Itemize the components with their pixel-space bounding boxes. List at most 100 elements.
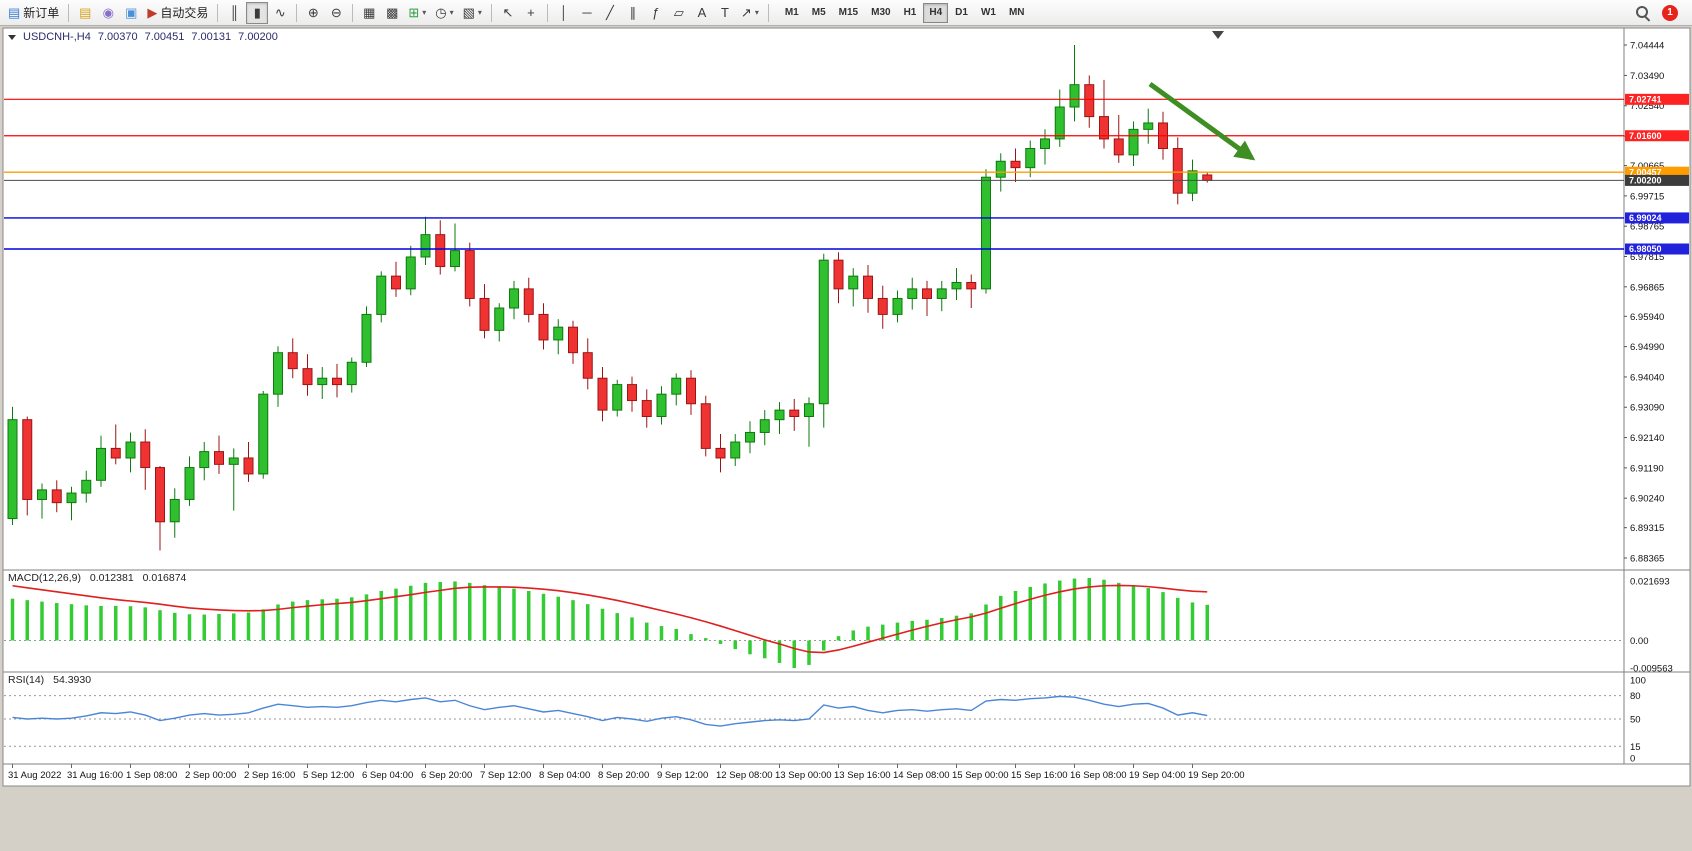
autotrading-button[interactable]: ▶ 自动交易 [143,2,212,24]
timeframe-w1-button[interactable]: W1 [975,3,1002,23]
timeframe-m30-button[interactable]: M30 [865,3,896,23]
indicators-button[interactable]: ⊞ ▾ [404,2,430,24]
shapes-button[interactable]: ▱ [668,2,690,24]
candle-bullish [96,447,106,481]
navigator-button[interactable]: ◉ [97,2,119,24]
arrows-button[interactable]: ↗ ▾ [737,2,763,24]
market-watch-button[interactable]: ▤ [74,2,96,24]
timeframe-m5-button[interactable]: M5 [806,3,832,23]
time-label[interactable]: 15 Sep 00:00 [952,770,1009,781]
one-click-trading-icon[interactable] [8,34,16,40]
macd-histogram-bar [468,582,472,641]
time-label[interactable]: 1 Sep 08:00 [126,770,177,781]
cursor-button[interactable]: ↖ [497,2,519,24]
text-button[interactable]: A [691,2,713,24]
time-label[interactable]: 31 Aug 16:00 [67,770,123,781]
bar-chart-button[interactable]: ║ [223,2,245,24]
candle-bullish [1025,147,1036,169]
text-label-button[interactable]: T [714,2,736,24]
macd-histogram-bar [866,626,870,641]
time-label[interactable]: 6 Sep 04:00 [362,770,413,781]
time-label[interactable]: 5 Sep 12:00 [303,770,354,781]
dropdown-caret-icon: ▾ [449,8,454,17]
time-label[interactable]: 8 Sep 04:00 [539,770,590,781]
terminal-button[interactable]: ▣ [120,2,142,24]
new-order-button-label: 新订单 [23,6,60,20]
bid-price-line-price-tag-label: 7.00200 [1629,176,1662,186]
time-label[interactable]: 9 Sep 12:00 [657,770,708,781]
trendline-icon: ╱ [606,5,614,20]
macd-histogram-bar [1205,604,1209,641]
macd-histogram-bar [777,640,782,663]
time-label[interactable]: 19 Sep 20:00 [1188,770,1245,781]
fibonacci-button[interactable]: ƒ [645,2,667,24]
toolbar-separator [546,3,548,22]
time-label[interactable]: 6 Sep 20:00 [421,770,472,781]
timeframe-h1-button[interactable]: H1 [898,3,923,23]
timeframe-h4-button[interactable]: H4 [923,2,949,23]
chart-window-border [2,27,1691,787]
time-label[interactable]: 15 Sep 16:00 [1011,770,1068,781]
time-label[interactable]: 2 Sep 16:00 [244,770,295,781]
macd-histogram-bar [645,622,649,641]
time-label[interactable]: 19 Sep 04:00 [1129,770,1186,781]
rsi-label-text: RSI(14) [8,674,45,686]
zoom-out-button[interactable]: ⊖ [325,2,347,24]
timeframe-m15-button[interactable]: M15 [833,3,864,23]
time-label[interactable]: 8 Sep 20:00 [598,770,649,781]
search-icon[interactable] [1635,5,1650,20]
text-icon: A [697,5,707,20]
channel-button[interactable]: ∥ [622,2,644,24]
rsi-indicator-label: RSI(14) 54.3930 [8,674,91,686]
macd-histogram-bar [954,615,959,641]
macd-histogram-bar [423,582,428,641]
macd-histogram-bar [659,626,664,641]
time-label[interactable]: 12 Sep 08:00 [716,770,773,781]
dropdown-caret-icon: ▾ [477,8,482,17]
vertical-line-button[interactable]: │ [553,2,575,24]
macd-histogram-bar [69,604,74,641]
candle-bearish [302,368,313,386]
rsi-axis-label: 0 [1630,754,1635,765]
notification-badge[interactable]: 1 [1662,4,1678,21]
time-label[interactable]: 13 Sep 00:00 [775,770,832,781]
line-chart-button[interactable]: ∿ [269,2,291,24]
time-label[interactable]: 14 Sep 08:00 [893,770,950,781]
chart-shift-marker[interactable] [1212,31,1224,39]
support-line-1-price-tag [1625,212,1689,224]
time-label[interactable]: 31 Aug 2022 [8,770,61,781]
trendline-button[interactable]: ╱ [599,2,621,24]
timeframe-d1-button[interactable]: D1 [949,3,974,23]
templates-button[interactable]: ▧ ▾ [459,2,486,24]
horizontal-line-button[interactable]: ─ [576,2,598,24]
candlestick-chart-button[interactable]: ▮ [246,1,269,24]
trend-arrow[interactable] [1148,81,1256,161]
periods-button[interactable]: ◷ ▾ [431,2,457,24]
macd-histogram-bar [114,605,118,641]
zoom-in-button[interactable]: ⊕ [302,2,324,24]
time-label[interactable]: 2 Sep 00:00 [185,770,236,781]
new-order-icon: ▤ [8,5,21,20]
candle-bearish [155,467,165,523]
macd-histogram-bar [246,612,251,641]
resistance-line-1-price-tag-label: 7.02741 [1629,95,1662,105]
time-label[interactable]: 16 Sep 08:00 [1070,770,1127,781]
time-label[interactable]: 13 Sep 16:00 [834,770,891,781]
macd-histogram-bar [335,598,339,641]
resistance-line-1-price-tag [1625,93,1689,105]
candle-bearish [435,234,446,268]
time-label[interactable]: 7 Sep 12:00 [480,770,531,781]
auto-arrange-button[interactable]: ▩ [381,2,403,24]
crosshair-button[interactable]: + [520,2,542,24]
new-order-button[interactable]: ▤ 新订单 [4,2,63,24]
timeframe-m1-button[interactable]: M1 [779,3,805,23]
cursor-icon: ↖ [502,5,514,20]
macd-histogram-bar [84,605,88,641]
macd-histogram-bar [379,590,383,641]
macd-axis-label: -0.009563 [1630,664,1673,675]
price-tick-label: 7.04444 [1630,41,1664,52]
bid-price-line-price-tag [1625,174,1689,186]
timeframe-mn-button[interactable]: MN [1003,3,1031,23]
tile-windows-button[interactable]: ▦ [358,2,380,24]
